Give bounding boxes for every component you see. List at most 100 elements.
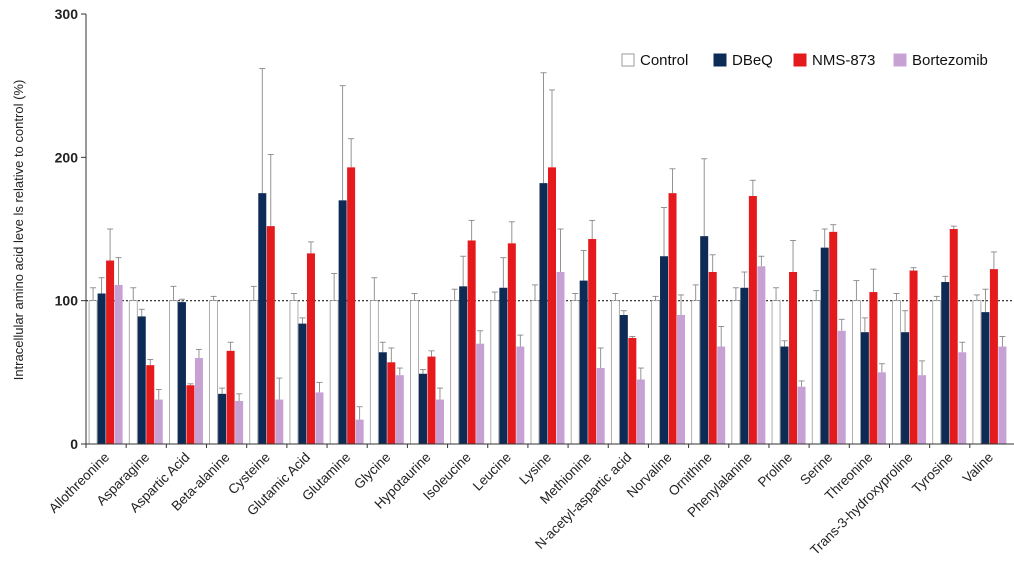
- bar-glutamine-nms-873: [347, 167, 356, 444]
- bar-phenylalanine-nms-873: [748, 196, 757, 444]
- bar-aspartic-acid-nms-873: [186, 385, 195, 444]
- y-axis-label: Intracellular amino acid leve ls relativ…: [11, 80, 26, 381]
- bar-cysteine-dbeq: [258, 193, 267, 444]
- bar-lysine-dbeq: [539, 183, 548, 444]
- bar-beta-alanine-control: [209, 300, 219, 445]
- legend-swatch-dbeq: [713, 53, 727, 67]
- bar-aspartic-acid-bortezomib: [194, 358, 203, 444]
- bar-threonine-dbeq: [860, 332, 869, 444]
- bar-ornithine-control: [691, 300, 701, 445]
- bar-ornithine-bortezomib: [717, 346, 726, 444]
- legend-label-dbeq: DBeQ: [732, 52, 773, 69]
- bar-n-acetyl-aspartic-acid-nms-873: [628, 337, 637, 444]
- bar-valine-dbeq: [981, 312, 990, 444]
- bar-valine-control: [972, 300, 982, 445]
- x-tick-label-lysine: Lysine: [516, 450, 554, 488]
- bar-methionine-dbeq: [579, 280, 588, 444]
- bar-hypotaurine-bortezomib: [435, 399, 444, 444]
- bar-glutamic-acid-nms-873: [306, 253, 315, 444]
- bar-methionine-bortezomib: [596, 368, 605, 444]
- bar-glutamine-bortezomib: [355, 419, 364, 444]
- bar-phenylalanine-control: [731, 300, 741, 445]
- legend-label-control: Control: [640, 52, 688, 69]
- bar-allothreonine-dbeq: [97, 293, 106, 444]
- bar-serine-dbeq: [820, 247, 829, 444]
- bar-tyrosine-dbeq: [941, 282, 950, 444]
- bar-leucine-dbeq: [499, 287, 508, 444]
- bar-isoleucine-control: [450, 300, 460, 445]
- bar-tyrosine-bortezomib: [958, 352, 967, 444]
- bar-threonine-control: [851, 300, 861, 445]
- bar-glycine-dbeq: [378, 352, 387, 444]
- bar-n-acetyl-aspartic-acid-bortezomib: [636, 379, 645, 444]
- bar-serine-control: [811, 300, 821, 445]
- y-tick-label: 200: [55, 149, 79, 165]
- bar-serine-bortezomib: [837, 330, 846, 444]
- bar-allothreonine-control: [88, 300, 98, 445]
- bar-glutamic-acid-bortezomib: [315, 392, 324, 444]
- bar-glycine-control: [369, 300, 379, 445]
- bars: [88, 167, 1007, 445]
- bar-n-acetyl-aspartic-acid-control: [610, 300, 620, 445]
- bar-asparagine-nms-873: [146, 365, 155, 444]
- bar-asparagine-bortezomib: [154, 399, 163, 444]
- bar-phenylalanine-bortezomib: [757, 266, 766, 444]
- bar-threonine-nms-873: [869, 292, 878, 444]
- legend-swatch-bortezomib: [893, 53, 907, 67]
- bar-norvaline-nms-873: [668, 193, 677, 444]
- bar-glutamic-acid-dbeq: [298, 323, 307, 444]
- legend-label-bortezomib: Bortezomib: [912, 52, 988, 69]
- bar-trans-3-hydroxyproline-control: [892, 300, 901, 445]
- bar-asparagine-control: [128, 300, 138, 445]
- bar-phenylalanine-dbeq: [740, 287, 749, 444]
- bar-isoleucine-nms-873: [467, 240, 476, 444]
- bar-glycine-nms-873: [387, 362, 396, 444]
- y-tick-label: 0: [70, 436, 78, 452]
- bar-methionine-nms-873: [588, 239, 597, 444]
- bar-trans-3-hydroxyproline-dbeq: [901, 332, 910, 444]
- bar-tyrosine-control: [932, 300, 942, 445]
- legend-swatch-control: [621, 53, 635, 67]
- bar-beta-alanine-bortezomib: [235, 401, 244, 444]
- bar-lysine-bortezomib: [556, 272, 565, 444]
- bar-cysteine-control: [249, 300, 259, 445]
- x-tick-label-valine: Valine: [960, 450, 996, 486]
- bar-isoleucine-bortezomib: [476, 343, 485, 444]
- bar-valine-nms-873: [989, 269, 998, 444]
- bar-beta-alanine-nms-873: [226, 350, 235, 444]
- bar-norvaline-dbeq: [660, 256, 669, 444]
- bar-allothreonine-nms-873: [106, 260, 115, 444]
- bar-leucine-bortezomib: [516, 346, 525, 444]
- x-tick-label-leucine: Leucine: [470, 450, 514, 494]
- bar-trans-3-hydroxyproline-nms-873: [909, 270, 918, 444]
- bar-hypotaurine-dbeq: [418, 373, 427, 444]
- bar-valine-bortezomib: [998, 346, 1007, 444]
- bar-aspartic-acid-dbeq: [177, 302, 186, 444]
- bar-tyrosine-nms-873: [949, 229, 958, 444]
- bar-serine-nms-873: [829, 231, 838, 444]
- bar-isoleucine-dbeq: [459, 286, 468, 444]
- bar-glutamine-dbeq: [338, 200, 347, 444]
- x-tick-label-tyrosine: Tyrosine: [909, 450, 956, 497]
- bar-proline-dbeq: [780, 346, 789, 444]
- bar-methionine-control: [570, 300, 580, 445]
- bar-cysteine-bortezomib: [275, 399, 284, 444]
- x-tick-label-proline: Proline: [755, 450, 795, 490]
- bar-asparagine-dbeq: [137, 316, 146, 444]
- bar-glutamic-acid-control: [289, 300, 299, 445]
- bar-norvaline-bortezomib: [677, 315, 686, 444]
- error-bars: [90, 68, 1006, 420]
- bar-glutamine-control: [329, 300, 339, 445]
- bar-lysine-control: [530, 300, 540, 445]
- y-axis: 0 100 200 300: [55, 6, 87, 452]
- bar-glycine-bortezomib: [395, 375, 404, 444]
- y-tick-label: 300: [55, 6, 79, 22]
- bar-cysteine-nms-873: [266, 226, 275, 444]
- bar-proline-nms-873: [789, 272, 798, 444]
- y-tick-label: 100: [55, 293, 79, 309]
- x-tick-label-serine: Serine: [797, 450, 835, 488]
- bar-ornithine-dbeq: [700, 236, 709, 444]
- bar-hypotaurine-control: [410, 300, 419, 445]
- bar-threonine-bortezomib: [877, 372, 886, 444]
